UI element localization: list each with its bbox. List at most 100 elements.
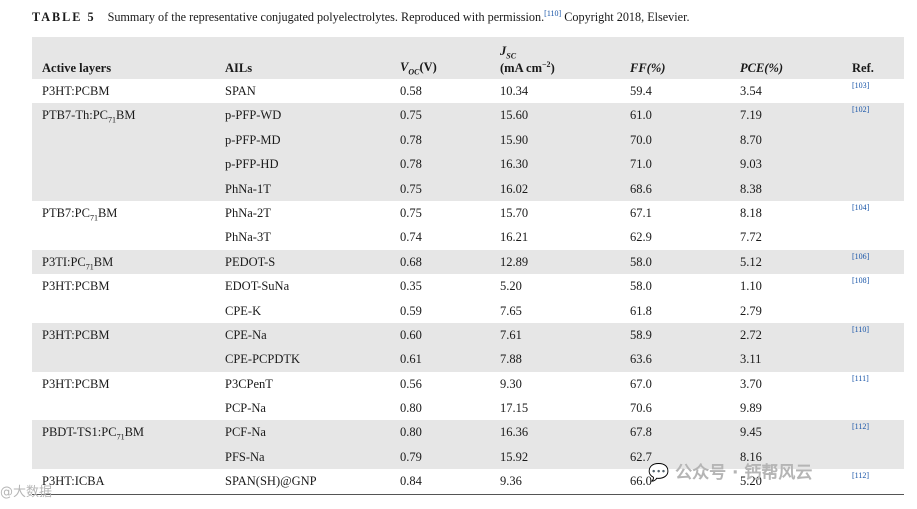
cell-ff: 71.0 xyxy=(630,157,652,172)
cell-ff: 61.8 xyxy=(630,303,652,318)
cell-ff: 70.0 xyxy=(630,132,652,147)
cell-ff: 67.8 xyxy=(630,425,652,440)
cell-ail: PCP-Na xyxy=(225,401,266,416)
cell-ail: PhNa-1T xyxy=(225,181,271,196)
cell-voc: 0.75 xyxy=(400,205,422,220)
table-row-group: PTB7:PC71BM [104] PhNa-2T 0.75 15.70 67.1 8.18… xyxy=(32,201,904,250)
cell-active-layer: P3HT:PCBM xyxy=(42,279,110,294)
cell-pce: 9.03 xyxy=(740,157,762,172)
table-row: P3HT:PCBM [110] CPE-Na 0.60 7.61 58.9 2.72 xyxy=(32,323,904,347)
cell-ail: P3CPenT xyxy=(225,376,273,391)
cell-voc: 0.56 xyxy=(400,376,422,391)
cell-ref-link[interactable]: [110] xyxy=(852,324,870,334)
cell-active-layer: PBDT-TS1:PC71BM xyxy=(42,425,145,442)
cell-voc: 0.61 xyxy=(400,352,422,367)
table-row: p-PFP-HD 0.78 16.30 71.0 9.03 xyxy=(32,152,904,176)
cell-pce: 1.10 xyxy=(740,279,762,294)
cell-active-layer: PTB7:PC71BM xyxy=(42,205,118,223)
cell-pce: 7.19 xyxy=(740,108,762,123)
cell-ff: 58.0 xyxy=(630,254,652,269)
cell-ail: EDOT-SuNa xyxy=(225,279,290,294)
cell-active-layer: P3HT:PCBM xyxy=(42,327,110,342)
cell-jsc: 7.61 xyxy=(500,327,522,342)
cell-ref-link[interactable]: [106] xyxy=(852,251,870,261)
cell-pce: 2.72 xyxy=(740,327,762,342)
cell-voc: 0.78 xyxy=(400,132,422,147)
header-voc: VOC(V) xyxy=(400,59,437,77)
cell-voc: 0.59 xyxy=(400,303,422,318)
cell-pce: 8.18 xyxy=(740,205,762,220)
cell-ff: 66.0 xyxy=(630,474,652,489)
cell-ref-link[interactable]: [111] xyxy=(852,373,869,383)
cell-pce: 9.89 xyxy=(740,401,762,416)
cell-jsc: 12.89 xyxy=(500,254,529,269)
cell-ail: PCF-Na xyxy=(225,425,266,440)
cell-jsc: 16.21 xyxy=(500,230,529,245)
header-ails: AILs xyxy=(225,61,253,75)
cell-jsc: 16.02 xyxy=(500,181,529,196)
cell-ail: p-PFP-HD xyxy=(225,157,279,172)
table-row: P3HT:ICBA [112] SPAN(SH)@GNP 0.84 9.36 66.0 5.… xyxy=(32,469,904,493)
table-row: CPE-PCPDTK 0.61 7.88 63.6 3.11 xyxy=(32,347,904,371)
cell-jsc: 15.70 xyxy=(500,205,529,220)
cell-ff: 63.6 xyxy=(630,352,652,367)
caption-citation[interactable]: [110] xyxy=(544,9,562,18)
cell-jsc: 15.92 xyxy=(500,449,529,464)
cell-jsc: 9.30 xyxy=(500,376,522,391)
table-row-group: PBDT-TS1:PC71BM [112] PCF-Na 0.80 16.36 67.8 9… xyxy=(32,420,904,470)
cell-jsc: 15.90 xyxy=(500,132,529,147)
cell-ff: 62.9 xyxy=(630,230,652,245)
cell-ail: SPAN xyxy=(225,84,256,98)
table-row-group: P3HT:ICBA [112] SPAN(SH)@GNP 0.84 9.36 66.0 5.… xyxy=(32,469,904,493)
cell-ail: PhNa-2T xyxy=(225,205,271,220)
header-pce: PCE(%) xyxy=(740,61,784,75)
table-row: P3HT:PCBM [111] P3CPenT 0.56 9.30 67.0 3.70 xyxy=(32,372,904,396)
table-row-group: P3HT:PCBM [111] P3CPenT 0.56 9.30 67.0 3.70 PCP… xyxy=(32,372,904,421)
table-header: Active layers AILs VOC(V) JSC (mA cm−2) F… xyxy=(32,37,904,79)
cell-pce: 8.16 xyxy=(740,449,762,464)
cell-jsc: 7.88 xyxy=(500,352,522,367)
cell-ref-link[interactable]: [108] xyxy=(852,276,870,286)
cell-ail: p-PFP-MD xyxy=(225,132,281,147)
cell-jsc: 5.20 xyxy=(500,279,522,294)
cell-ref-link[interactable]: [104] xyxy=(852,202,870,212)
cell-ref-link[interactable]: [112] xyxy=(852,471,870,481)
cell-jsc: 9.36 xyxy=(500,474,522,489)
cell-jsc: 16.36 xyxy=(500,425,529,440)
cell-pce: 5.20 xyxy=(740,474,762,489)
header-ref: Ref. xyxy=(852,61,874,75)
header-ff: FF(%) xyxy=(630,61,666,75)
cell-ff: 70.6 xyxy=(630,401,652,416)
cell-ff: 68.6 xyxy=(630,181,652,196)
cell-ail: SPAN(SH)@GNP xyxy=(225,474,317,489)
cell-voc: 0.79 xyxy=(400,449,422,464)
cell-voc: 0.75 xyxy=(400,181,422,196)
cell-ref-link[interactable]: [103] xyxy=(852,81,870,90)
cell-ff: 58.0 xyxy=(630,279,652,294)
cell-ail: p-PFP-WD xyxy=(225,108,282,123)
cell-pce: 9.45 xyxy=(740,425,762,440)
cell-pce: 3.70 xyxy=(740,376,762,391)
header-jsc: JSC (mA cm−2) xyxy=(500,43,555,75)
table-row: PFS-Na 0.79 15.92 62.7 8.16 xyxy=(32,445,904,469)
cell-pce: 8.70 xyxy=(740,132,762,147)
table-row: CPE-K 0.59 7.65 61.8 2.79 xyxy=(32,299,904,323)
cell-active-layer: P3TI:PC71BM xyxy=(42,254,114,272)
table-row-group: PTB7-Th:PC71BM [102] p-PFP-WD 0.75 15.60 61.0… xyxy=(32,103,904,201)
cell-ail: CPE-PCPDTK xyxy=(225,352,301,367)
cell-jsc: 15.60 xyxy=(500,108,529,123)
cell-ail: CPE-K xyxy=(225,303,262,318)
cell-ff: 58.9 xyxy=(630,327,652,342)
cell-ff: 62.7 xyxy=(630,449,652,464)
table-row: PCP-Na 0.80 17.15 70.6 9.89 xyxy=(32,396,904,420)
cell-voc: 0.84 xyxy=(400,474,422,489)
cell-voc: 0.78 xyxy=(400,157,422,172)
cell-ail: PhNa-3T xyxy=(225,230,271,245)
cell-pce: 3.54 xyxy=(740,84,762,98)
cell-voc: 0.75 xyxy=(400,108,422,123)
cell-ref-link[interactable]: [102] xyxy=(852,105,870,115)
cell-ref-link[interactable]: [112] xyxy=(852,422,870,432)
table-row: P3HT:PCBM [108] EDOT-SuNa 0.35 5.20 58.0 1.10 xyxy=(32,274,904,298)
table-row-group: P3TI:PC71BM [106] PEDOT-S 0.68 12.89 58.0 5.12 xyxy=(32,249,904,275)
cell-pce: 8.38 xyxy=(740,181,762,196)
